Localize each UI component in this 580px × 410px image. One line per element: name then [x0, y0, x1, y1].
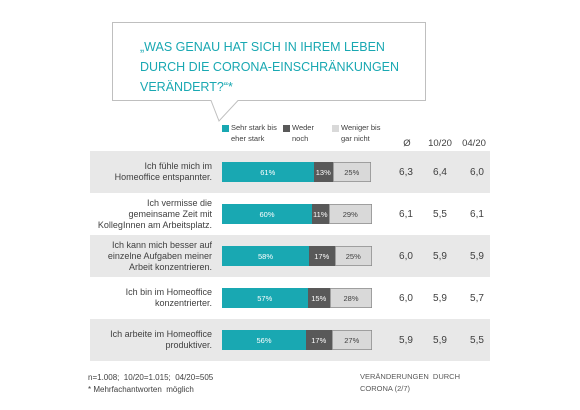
- section-label: VERÄNDERUNGEN DURCH CORONA (2/7): [360, 372, 461, 393]
- bar-segment: 58%: [222, 246, 309, 266]
- bar-value-label: 28: [343, 293, 352, 303]
- column-header-average: Ø: [403, 138, 411, 149]
- bar-unit-label: %: [322, 251, 330, 261]
- score-cell: 5,9: [433, 334, 447, 346]
- legend-label-weder-noch: Weder noch: [292, 123, 314, 143]
- bar-value-label: 15: [311, 293, 320, 303]
- score-cell: 6,1: [470, 208, 484, 220]
- bar-unit-label: %: [351, 293, 359, 303]
- bar-segment: 17%: [309, 246, 335, 266]
- bar-segment: 29%: [328, 204, 372, 224]
- score-cell: 5,9: [433, 292, 447, 304]
- row-label: Ich fühle mich im Homeoffice entspannter…: [114, 161, 212, 182]
- legend-swatch-sehr-stark: [222, 124, 229, 132]
- score-cell: 6,3: [399, 166, 413, 178]
- row-label: Ich bin im Homeoffice konzentrierter.: [125, 287, 212, 308]
- bar-value-label: 17: [311, 335, 320, 345]
- bar-value-label: 57: [257, 293, 266, 303]
- bar-segment: 27%: [331, 330, 372, 350]
- bar-value-label: 11: [313, 209, 321, 219]
- speech-bubble: [112, 22, 426, 122]
- score-cell: 5,5: [433, 208, 447, 220]
- score-cell: 5,5: [470, 334, 484, 346]
- bar-unit-label: %: [264, 335, 272, 345]
- bar-unit-label: %: [354, 251, 361, 261]
- bar-unit-label: %: [267, 209, 275, 219]
- bar-segment: 13%: [313, 162, 333, 182]
- bar-value-label: 58: [257, 251, 267, 261]
- bar-unit-label: %: [320, 209, 328, 219]
- bar-segment: 56%: [222, 330, 306, 350]
- bar-segment: 60%: [222, 204, 312, 224]
- bar-value-label: 56: [256, 335, 265, 345]
- bar-value-label: 29: [342, 209, 352, 219]
- score-cell: 6,4: [433, 166, 447, 178]
- bar-unit-label: %: [352, 167, 360, 177]
- column-header-10-20: 10/20: [428, 138, 452, 149]
- bar-segment: 17%: [306, 330, 332, 350]
- row-label: Ich kann mich besser auf einzelne Aufgab…: [107, 239, 212, 272]
- score-cell: 5,7: [470, 292, 484, 304]
- bar-segment: 11%: [312, 204, 329, 224]
- bar-unit-label: %: [352, 335, 360, 345]
- legend-label-sehr-stark: Sehr stark bis eher stark: [231, 123, 277, 143]
- score-cell: 5,9: [433, 250, 447, 262]
- score-cell: 6,0: [399, 250, 413, 262]
- bar-segment: 25%: [333, 162, 371, 182]
- bar-segment: 61%: [222, 162, 314, 182]
- row-label: Ich arbeite im Homeoffice produktiver.: [110, 329, 212, 350]
- bar-segment: 28%: [330, 288, 372, 308]
- bar-unit-label: %: [351, 209, 358, 219]
- bar-value-label: 25: [344, 167, 353, 177]
- bar-segment: 15%: [307, 288, 330, 308]
- multiple-answers-note: * Mehrfachantworten möglich: [88, 385, 194, 394]
- bar-unit-label: %: [265, 293, 273, 303]
- score-cell: 5,9: [470, 250, 484, 262]
- bar-value-label: 17: [314, 251, 323, 261]
- score-cell: 6,0: [470, 166, 484, 178]
- row-label: Ich vermisse die gemeinsame Zeit mit Kol…: [97, 197, 212, 230]
- question-title: „WAS GENAU HAT SICH IN IHREM LEBEN DURCH…: [140, 40, 400, 94]
- bar-unit-label: %: [319, 335, 327, 345]
- bar-value-label: 60: [259, 209, 268, 219]
- speech-bubble-outline: [112, 22, 426, 122]
- bar-value-label: 13: [315, 167, 325, 177]
- bar-unit-label: %: [268, 167, 276, 177]
- legend-swatch-weniger: [332, 124, 339, 132]
- bar-unit-label: %: [319, 293, 327, 303]
- legend-swatch-weder-noch: [283, 124, 290, 132]
- bar-segment: 57%: [222, 288, 308, 308]
- bar-unit-label: %: [324, 167, 331, 177]
- legend-label-weniger: Weniger bis gar nicht: [341, 123, 381, 143]
- score-cell: 5,9: [399, 334, 413, 346]
- score-cell: 6,1: [399, 208, 413, 220]
- bar-value-label: 27: [344, 335, 353, 345]
- sample-size-note: n=1.008; 10/20=1.015; 04/20=505: [88, 373, 214, 382]
- bar-segment: 25%: [334, 246, 372, 266]
- bar-unit-label: %: [266, 251, 273, 261]
- bar-value-label: 61: [260, 167, 269, 177]
- column-header-04-20: 04/20: [462, 138, 486, 149]
- score-cell: 6,0: [399, 292, 413, 304]
- bar-value-label: 25: [345, 251, 355, 261]
